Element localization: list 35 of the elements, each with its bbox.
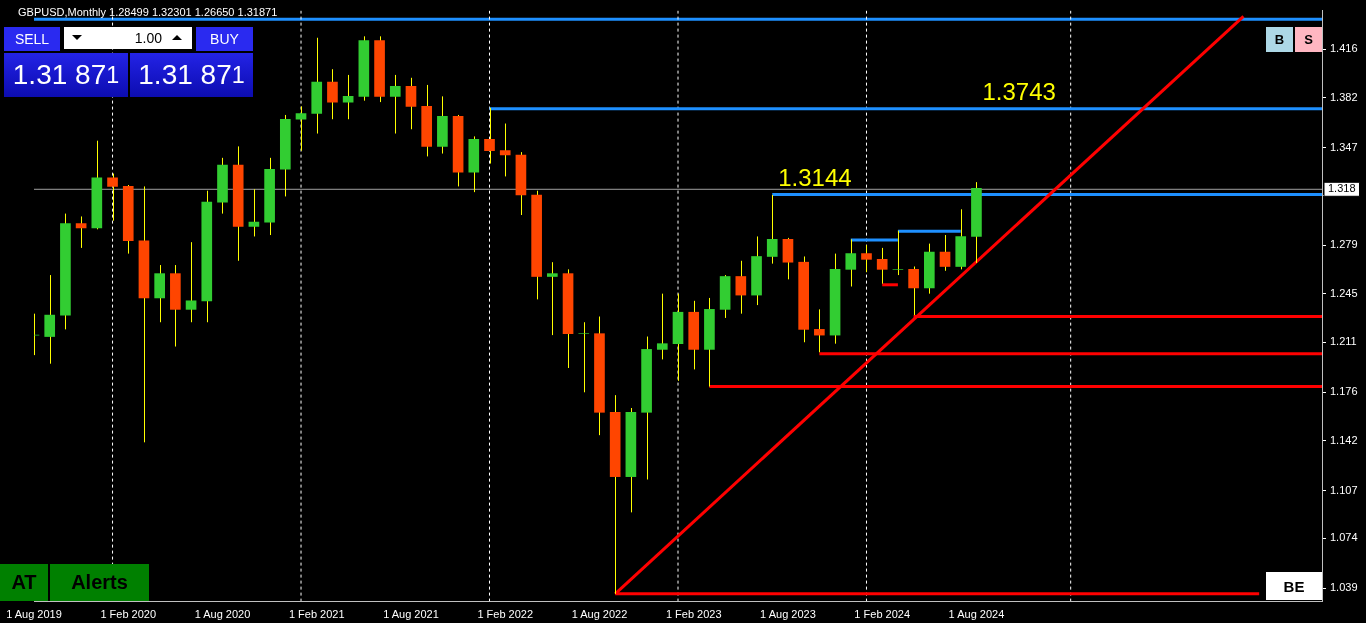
sell-button: SELL bbox=[4, 27, 60, 51]
y-tick-label: 1.279 bbox=[1330, 238, 1358, 251]
at-button: AT bbox=[0, 564, 48, 601]
y-tick-label: 1.347 bbox=[1330, 140, 1358, 153]
y-tick-label: 1.039 bbox=[1330, 581, 1358, 594]
x-tick-label: 1 Aug 2023 bbox=[760, 607, 816, 620]
y-tick-label: 1.211 bbox=[1330, 335, 1357, 348]
x-tick-label: 1 Feb 2022 bbox=[477, 607, 534, 620]
annotation: 1.3743 bbox=[982, 78, 1056, 106]
x-tick-label: 1 Feb 2021 bbox=[288, 607, 345, 620]
chart-title: GBPUSD,Monthly 1.28499 1.32301 1.26650 1.31871 bbox=[18, 6, 278, 18]
x-tick-label: 1 Feb 2020 bbox=[100, 607, 157, 620]
x-tick-label: 1 Aug 2019 bbox=[6, 607, 62, 620]
annotation: 1.00 bbox=[134, 30, 162, 46]
annotation: 1.3144 bbox=[778, 164, 852, 192]
x-tick-label: 1 Aug 2021 bbox=[383, 607, 439, 620]
ref-line-label: 1.318 bbox=[1328, 182, 1356, 195]
x-tick-label: 1 Aug 2022 bbox=[571, 607, 628, 620]
y-tick-label: 1.176 bbox=[1330, 385, 1358, 398]
b-button: B bbox=[1266, 27, 1293, 52]
x-tick-label: 1 Feb 2024 bbox=[854, 607, 911, 620]
x-tick-label: 1 Feb 2023 bbox=[665, 607, 722, 620]
buy-button: BUY bbox=[196, 27, 253, 51]
alerts-button: Alerts bbox=[50, 564, 149, 601]
s-button: S bbox=[1295, 27, 1322, 52]
x-tick-label: 1 Aug 2020 bbox=[194, 607, 251, 620]
y-tick-label: 1.245 bbox=[1330, 286, 1358, 299]
lot-field: 1.00 bbox=[64, 27, 192, 49]
y-tick-label: 1.074 bbox=[1330, 531, 1358, 544]
x-tick-label: 1 Aug 2024 bbox=[948, 607, 1005, 620]
be-button: BE bbox=[1266, 572, 1322, 600]
y-tick-label: 1.142 bbox=[1330, 433, 1358, 446]
y-tick-label: 1.416 bbox=[1330, 42, 1358, 55]
y-tick-label: 1.382 bbox=[1330, 90, 1358, 103]
y-tick-label: 1.107 bbox=[1330, 483, 1358, 496]
